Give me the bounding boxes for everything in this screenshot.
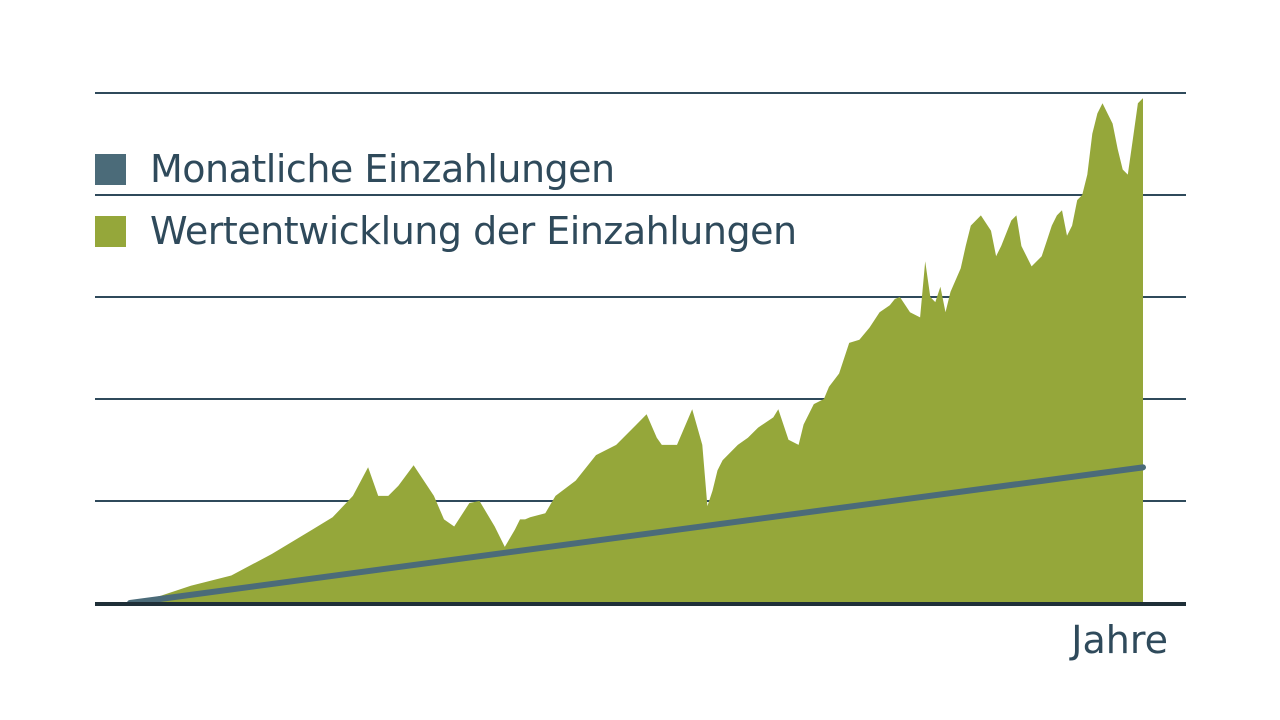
legend-label-monatliche-einzahlungen: Monatliche Einzahlungen (150, 147, 615, 191)
series-line-monatliche-einzahlungen (127, 464, 1146, 606)
series-area-wertentwicklung (130, 98, 1143, 603)
legend-swatch-wertentwicklung (95, 215, 126, 247)
legend-item-monatliche-einzahlungen: Monatliche Einzahlungen (95, 138, 797, 200)
series-layer (127, 98, 1146, 606)
legend-label-wertentwicklung: Wertentwicklung der Einzahlungen (150, 209, 797, 253)
legend-item-wertentwicklung: Wertentwicklung der Einzahlungen (95, 200, 797, 262)
x-axis-label: Jahre (1071, 618, 1168, 662)
legend-swatch-monatliche-einzahlungen (95, 153, 126, 185)
legend: Monatliche Einzahlungen Wertentwicklung … (95, 138, 797, 262)
